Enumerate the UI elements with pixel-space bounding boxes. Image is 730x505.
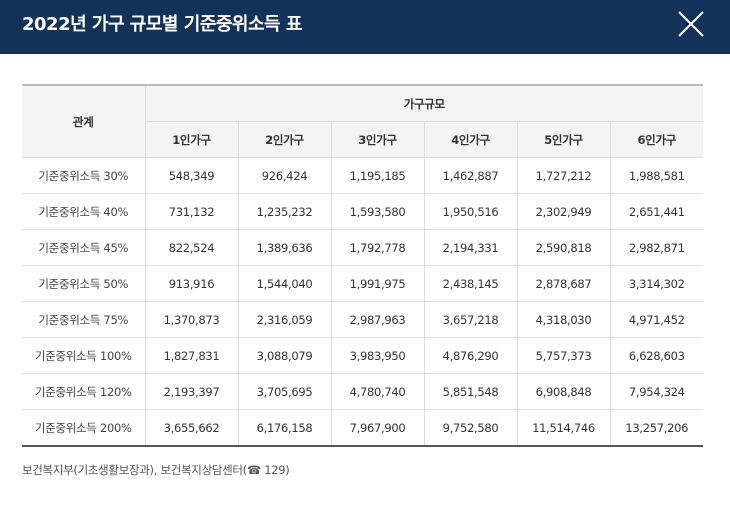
cell: 4,876,290 <box>423 337 518 374</box>
table-row: 기준중위소득 200% 3,655,662 6,176,158 7,967,900 9,… <box>22 409 703 447</box>
modal-header: 2022년 가구 규모별 기준중위소득 표 <box>0 0 730 54</box>
cell: 4,971,452 <box>609 301 703 338</box>
cell: 1,235,232 <box>237 193 332 230</box>
row-label: 기준중위소득 200% <box>22 409 146 447</box>
cell: 2,193,397 <box>144 373 239 410</box>
cell: 2,302,949 <box>516 193 611 230</box>
column-header: 6인가구 <box>609 121 703 158</box>
row-label: 기준중위소득 50% <box>22 265 146 302</box>
cell: 3,314,302 <box>609 265 703 302</box>
cell: 7,954,324 <box>609 373 703 410</box>
cell: 1,988,581 <box>609 157 703 194</box>
cell: 6,628,603 <box>609 337 703 374</box>
cell: 1,792,778 <box>330 229 425 266</box>
table-row: 기준중위소득 75% 1,370,873 2,316,059 2,987,963 3,6… <box>22 301 703 338</box>
modal-title: 2022년 가구 규모별 기준중위소득 표 <box>22 14 302 35</box>
cell: 2,987,963 <box>330 301 425 338</box>
cell: 548,349 <box>144 157 239 194</box>
cell: 4,318,030 <box>516 301 611 338</box>
cell: 822,524 <box>144 229 239 266</box>
cell: 6,908,848 <box>516 373 611 410</box>
cell: 5,851,548 <box>423 373 518 410</box>
cell: 1,370,873 <box>144 301 239 338</box>
cell: 2,316,059 <box>237 301 332 338</box>
cell: 1,827,831 <box>144 337 239 374</box>
table-row: 기준중위소득 30% 548,349 926,424 1,195,185 1,462,8… <box>22 157 703 194</box>
table-row: 기준중위소득 45% 822,524 1,389,636 1,792,778 2,194… <box>22 229 703 266</box>
close-button[interactable] <box>676 9 706 39</box>
cell: 5,757,373 <box>516 337 611 374</box>
cell: 9,752,580 <box>423 409 518 447</box>
cell: 1,462,887 <box>423 157 518 194</box>
row-label: 기준중위소득 120% <box>22 373 146 410</box>
table-row: 기준중위소득 100% 1,827,831 3,088,079 3,983,950 4,… <box>22 337 703 374</box>
cell: 3,705,695 <box>237 373 332 410</box>
cell: 2,878,687 <box>516 265 611 302</box>
cell: 3,657,218 <box>423 301 518 338</box>
cell: 1,593,580 <box>330 193 425 230</box>
cell: 2,438,145 <box>423 265 518 302</box>
source-note: 보건복지부(기초생활보장과), 보건복지상담센터(☎ 129) <box>22 463 290 477</box>
row-label: 기준중위소득 75% <box>22 301 146 338</box>
row-label: 기준중위소득 30% <box>22 157 146 194</box>
row-label: 기준중위소득 40% <box>22 193 146 230</box>
row-header: 관계 <box>22 84 146 158</box>
cell: 2,651,441 <box>609 193 703 230</box>
cell: 4,780,740 <box>330 373 425 410</box>
table-row: 기준중위소득 50% 913,916 1,544,040 1,991,975 2,438… <box>22 265 703 302</box>
row-label: 기준중위소득 45% <box>22 229 146 266</box>
cell: 2,590,818 <box>516 229 611 266</box>
cell: 1,195,185 <box>330 157 425 194</box>
cell: 926,424 <box>237 157 332 194</box>
cell: 1,544,040 <box>237 265 332 302</box>
cell: 913,916 <box>144 265 239 302</box>
cell: 1,950,516 <box>423 193 518 230</box>
cell: 7,967,900 <box>330 409 425 447</box>
column-header: 5인가구 <box>516 121 611 158</box>
column-header: 4인가구 <box>423 121 518 158</box>
cell: 3,088,079 <box>237 337 332 374</box>
cell: 1,389,636 <box>237 229 332 266</box>
cell: 1,991,975 <box>330 265 425 302</box>
cell: 3,655,662 <box>144 409 239 447</box>
cell: 11,514,746 <box>516 409 611 447</box>
column-header: 3인가구 <box>330 121 425 158</box>
cell: 3,983,950 <box>330 337 425 374</box>
table-row: 기준중위소득 40% 731,132 1,235,232 1,593,580 1,950… <box>22 193 703 230</box>
group-header: 가구규모 <box>144 84 703 122</box>
column-header: 2인가구 <box>237 121 332 158</box>
cell: 1,727,212 <box>516 157 611 194</box>
table-row: 기준중위소득 120% 2,193,397 3,705,695 4,780,740 5,… <box>22 373 703 410</box>
column-header: 1인가구 <box>145 121 239 158</box>
income-table: 관계 가구규모 1인가구 2인가구 3인가구 4인가구 5인가구 6인가구 기준중위소득 … <box>22 84 703 447</box>
cell: 731,132 <box>144 193 239 230</box>
cell: 13,257,206 <box>609 409 703 447</box>
cell: 2,982,871 <box>609 229 703 266</box>
row-label: 기준중위소득 100% <box>22 337 146 374</box>
cell: 2,194,331 <box>423 229 518 266</box>
cell: 6,176,158 <box>237 409 332 447</box>
